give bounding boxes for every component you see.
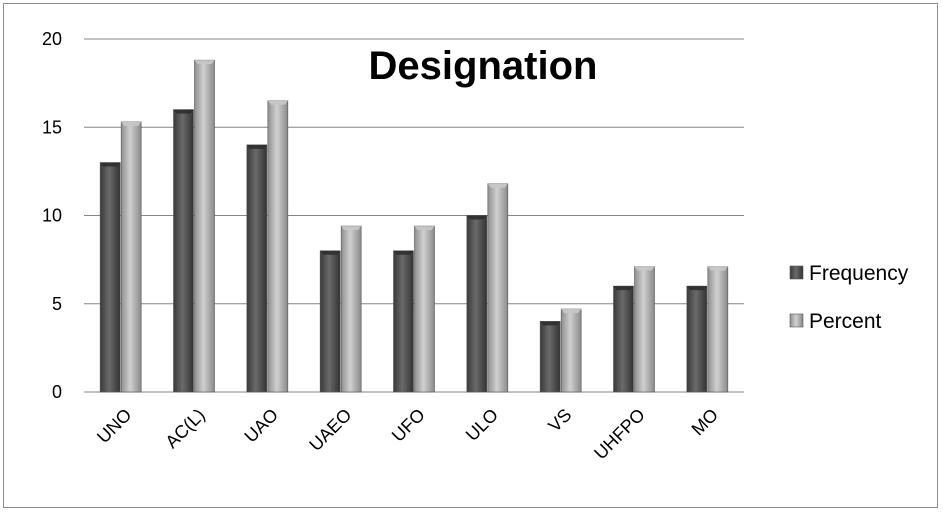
bar-cap — [634, 266, 655, 271]
x-tick-label: UHFPO — [590, 405, 649, 464]
legend-swatch-percent — [789, 313, 804, 328]
x-axis-tick-labels: UNO AC(L) UAO UAEO UFO ULO VS UHFPO MO — [93, 405, 722, 464]
bar-frequency-ac(l) — [173, 109, 194, 393]
x-tick-label: UFO — [388, 405, 429, 446]
bar-frequency-uao — [246, 144, 268, 393]
bar-percent-vs — [560, 308, 582, 393]
bar-frequency-ufo — [393, 250, 414, 393]
legend-swatch-frequency — [789, 265, 804, 280]
bar-percent-mo — [707, 266, 729, 393]
y-tick-label: 15 — [42, 117, 62, 137]
legend-label-frequency: Frequency — [809, 262, 909, 285]
bar-cap — [121, 121, 142, 126]
x-tick-label: MO — [688, 405, 723, 440]
legend-label-percent: Percent — [809, 310, 882, 333]
y-tick-label: 0 — [52, 382, 62, 402]
y-tick-label: 5 — [52, 294, 62, 314]
bar-frequency-uno — [99, 162, 121, 393]
gridlines — [84, 38, 744, 393]
y-tick-label: 20 — [42, 29, 62, 49]
bar-cap — [100, 162, 121, 167]
y-axis-tick-labels: 0 5 10 15 20 — [42, 29, 62, 402]
bar-cap — [267, 100, 288, 105]
chart-frame: 0 5 10 15 20 UNO AC(L) UAO UAEO UFO ULO VS UHFPO MO … — [3, 3, 938, 508]
x-tick-label: VS — [544, 405, 575, 436]
bar-cap — [414, 226, 435, 231]
chart-title: Designation — [369, 44, 598, 88]
bars — [99, 59, 729, 393]
bar-cap — [246, 144, 267, 149]
y-tick-label: 10 — [42, 206, 62, 226]
bar-cap — [466, 215, 487, 220]
bar-percent-uhfpo — [634, 266, 655, 393]
x-tick-label: ULO — [462, 405, 502, 445]
bar-percent-uno — [120, 121, 142, 393]
bar-frequency-uaeo — [319, 250, 341, 393]
bar-frequency-ulo — [466, 215, 488, 393]
bar-cap — [707, 266, 728, 271]
bar-cap — [540, 321, 561, 326]
bar-cap — [194, 60, 215, 65]
bar-percent-ac(l) — [194, 59, 215, 393]
bar-percent-uao — [267, 100, 289, 393]
legend: Frequency Percent — [789, 262, 909, 333]
bar-cap — [487, 183, 508, 188]
bar-cap — [173, 109, 194, 114]
bar-cap — [686, 286, 707, 291]
bar-cap — [613, 286, 634, 291]
bar-cap — [393, 250, 414, 255]
bar-frequency-mo — [686, 285, 708, 393]
bar-cap — [320, 250, 341, 255]
x-tick-label: UNO — [93, 405, 135, 447]
bar-frequency-vs — [539, 321, 561, 393]
bar-percent-ufo — [414, 225, 435, 393]
bar-cap — [341, 226, 362, 231]
bar-frequency-uhfpo — [613, 285, 634, 393]
x-tick-label: UAO — [240, 405, 282, 447]
bar-percent-ulo — [487, 183, 509, 393]
bar-cap — [561, 309, 582, 314]
x-tick-label: UAEO — [305, 405, 355, 455]
x-tick-label: AC(L) — [161, 405, 208, 452]
bar-percent-uaeo — [340, 225, 362, 393]
